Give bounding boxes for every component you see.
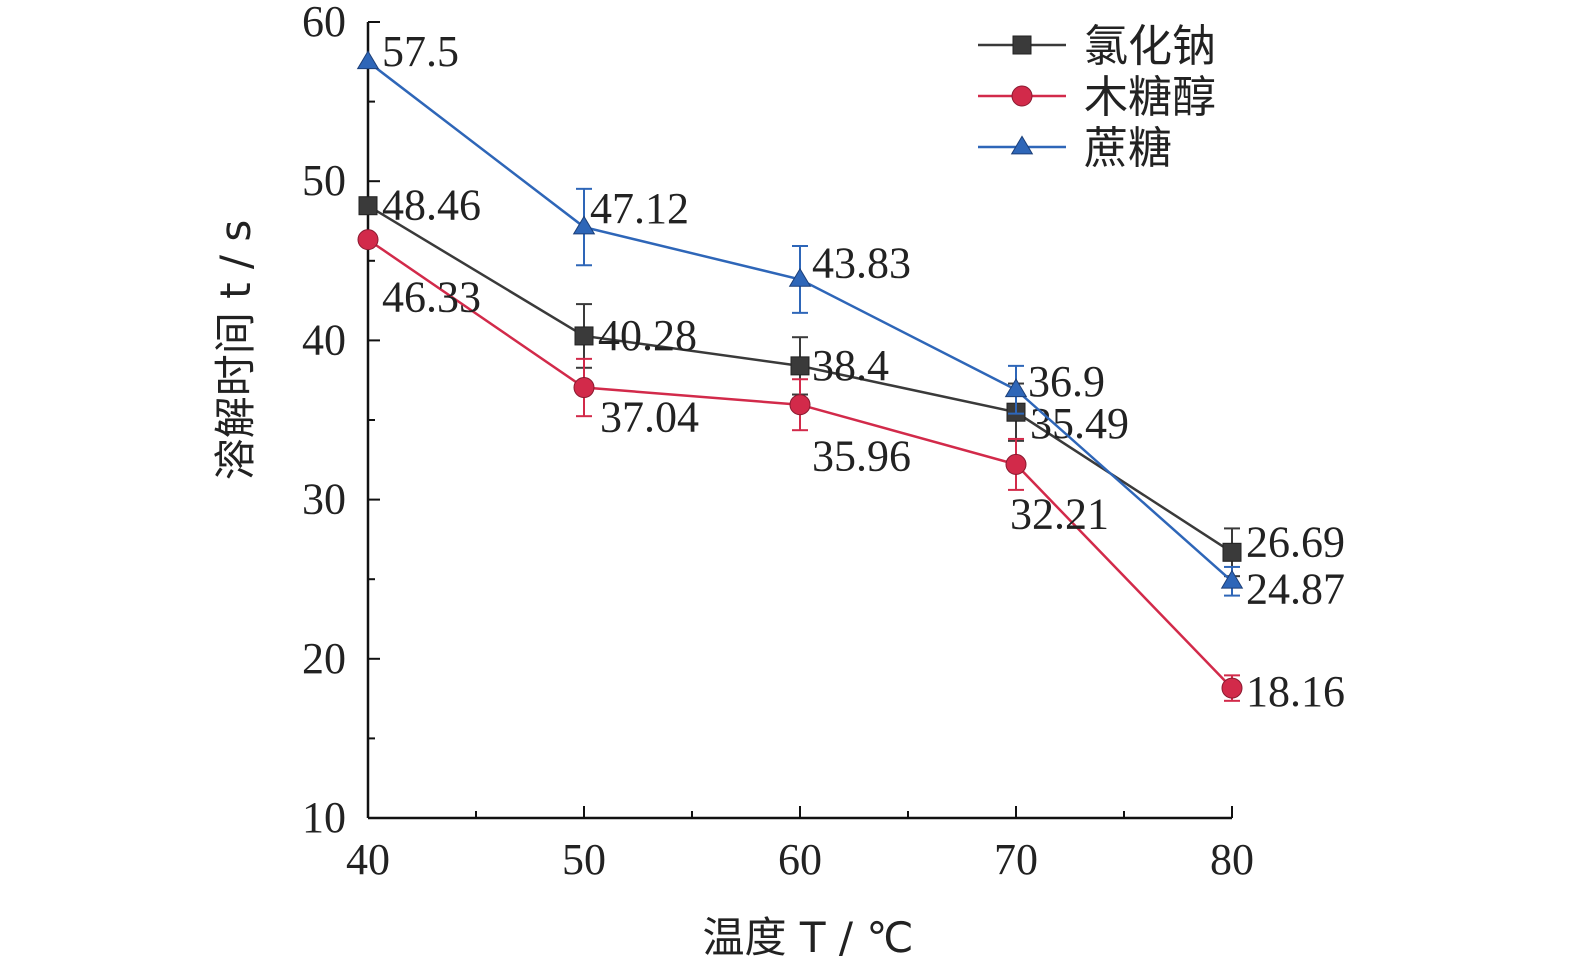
y-tick-label: 60 bbox=[302, 0, 346, 46]
data-label: 32.21 bbox=[1010, 489, 1109, 538]
data-label: 38.4 bbox=[812, 341, 889, 390]
data-label: 37.04 bbox=[600, 393, 699, 442]
series-0: 48.46 40.28 38.4 35.49 26.69 bbox=[358, 181, 1345, 578]
legend-item: 蔗糖 bbox=[978, 123, 1172, 174]
marker-circle bbox=[1011, 85, 1033, 107]
data-label: 48.46 bbox=[382, 181, 481, 230]
marker-triangle bbox=[1010, 135, 1034, 155]
marker-triangle bbox=[788, 267, 812, 287]
marker-circle bbox=[789, 394, 811, 416]
x-tick-label: 80 bbox=[1210, 835, 1254, 884]
x-tick-label: 50 bbox=[562, 835, 606, 884]
x-tick-label: 40 bbox=[346, 835, 390, 884]
data-label: 47.12 bbox=[590, 184, 689, 233]
legend-label: 木糖醇 bbox=[1084, 72, 1216, 123]
marker-circle bbox=[1221, 677, 1243, 699]
x-ticks: 40 50 60 70 80 bbox=[346, 806, 1254, 884]
marker-triangle bbox=[1220, 569, 1244, 589]
y-tick-label: 30 bbox=[302, 475, 346, 524]
y-tick-label: 10 bbox=[302, 793, 346, 842]
legend-item: 氯化钠 bbox=[978, 21, 1216, 72]
x-tick-label: 70 bbox=[994, 835, 1038, 884]
data-label: 26.69 bbox=[1246, 517, 1345, 566]
data-label: 57.5 bbox=[382, 27, 459, 76]
plot-area: 48.46 40.28 38.4 35.49 26.69 46.33 37.04 35.96 3… bbox=[356, 27, 1345, 716]
y-tick-label: 50 bbox=[302, 156, 346, 205]
marker-circle bbox=[357, 229, 379, 251]
data-label: 46.33 bbox=[382, 273, 481, 322]
y-tick-label: 20 bbox=[302, 634, 346, 683]
marker-triangle bbox=[572, 215, 596, 235]
data-label: 43.83 bbox=[812, 238, 911, 287]
y-ticks: 10 20 30 40 50 60 bbox=[302, 0, 380, 842]
y-axis-title: 溶解时间 t / s bbox=[211, 220, 260, 481]
legend-item: 木糖醇 bbox=[978, 72, 1216, 123]
y-tick-label: 40 bbox=[302, 315, 346, 364]
marker-square bbox=[1222, 542, 1242, 562]
marker-square bbox=[574, 326, 594, 346]
data-label: 36.9 bbox=[1028, 357, 1105, 406]
data-label: 35.96 bbox=[812, 432, 911, 481]
data-label: 18.16 bbox=[1246, 667, 1345, 716]
marker-triangle bbox=[1004, 378, 1028, 398]
axes: 10 20 30 40 50 60 40 50 60 70 80 温度 T / ℃ 溶解时间 t … bbox=[211, 0, 1254, 962]
marker-square bbox=[1012, 35, 1032, 55]
marker-circle bbox=[1005, 453, 1027, 475]
data-label: 24.87 bbox=[1246, 564, 1345, 613]
legend-label: 蔗糖 bbox=[1084, 123, 1172, 174]
series-2: 57.5 47.12 43.83 36.9 24.87 bbox=[356, 27, 1345, 613]
marker-circle bbox=[573, 377, 595, 399]
data-label: 40.28 bbox=[598, 311, 697, 360]
series-1: 46.33 37.04 35.96 32.21 18.16 bbox=[357, 229, 1345, 716]
marker-triangle bbox=[356, 50, 380, 70]
data-label: 35.49 bbox=[1030, 399, 1129, 448]
marker-square bbox=[358, 196, 378, 216]
legend-label: 氯化钠 bbox=[1084, 21, 1216, 72]
x-tick-label: 60 bbox=[778, 835, 822, 884]
marker-square bbox=[790, 356, 810, 376]
x-axis-title: 温度 T / ℃ bbox=[702, 913, 913, 962]
